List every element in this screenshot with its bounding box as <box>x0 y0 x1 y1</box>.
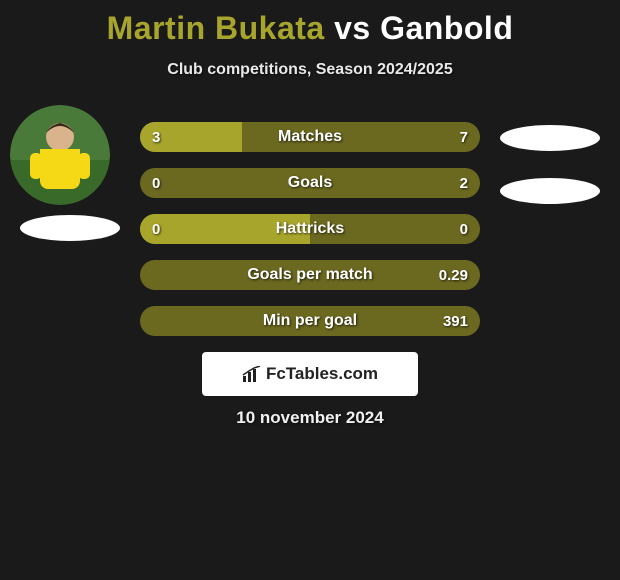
date-text: 10 november 2024 <box>0 408 620 428</box>
stat-label: Hattricks <box>140 214 480 244</box>
player2-name: Ganbold <box>380 10 513 46</box>
player1-shadow-ellipse <box>20 215 120 241</box>
stat-row: Goals per match0.29 <box>140 260 480 290</box>
vs-text: vs <box>334 10 371 46</box>
player2-ellipse-1 <box>500 125 600 151</box>
stat-value-left: 0 <box>152 168 160 198</box>
stat-row: Min per goal391 <box>140 306 480 336</box>
stat-label: Min per goal <box>140 306 480 336</box>
comparison-title: Martin Bukata vs Ganbold <box>0 0 620 47</box>
stat-value-left: 3 <box>152 122 160 152</box>
logo-text: FcTables.com <box>266 364 378 384</box>
stat-value-right: 2 <box>460 168 468 198</box>
stat-label: Goals <box>140 168 480 198</box>
stat-label: Goals per match <box>140 260 480 290</box>
stat-label: Matches <box>140 122 480 152</box>
stat-row: Goals0 2 <box>140 168 480 198</box>
player2-ellipse-2 <box>500 178 600 204</box>
stat-row: Hattricks0 0 <box>140 214 480 244</box>
stat-value-right: 7 <box>460 122 468 152</box>
stat-value-left: 0 <box>152 214 160 244</box>
stat-row: Matches3 7 <box>140 122 480 152</box>
stat-value-right: 0 <box>460 214 468 244</box>
player1-avatar <box>10 105 110 205</box>
fctables-logo: FcTables.com <box>202 352 418 396</box>
chart-icon <box>242 366 262 382</box>
subtitle: Club competitions, Season 2024/2025 <box>0 61 620 79</box>
stat-value-right: 0.29 <box>439 260 468 290</box>
stat-bars: Matches37Goals02Hattricks00Goals per mat… <box>140 122 480 352</box>
player1-name: Martin Bukata <box>107 10 325 46</box>
stat-value-right: 391 <box>443 306 468 336</box>
